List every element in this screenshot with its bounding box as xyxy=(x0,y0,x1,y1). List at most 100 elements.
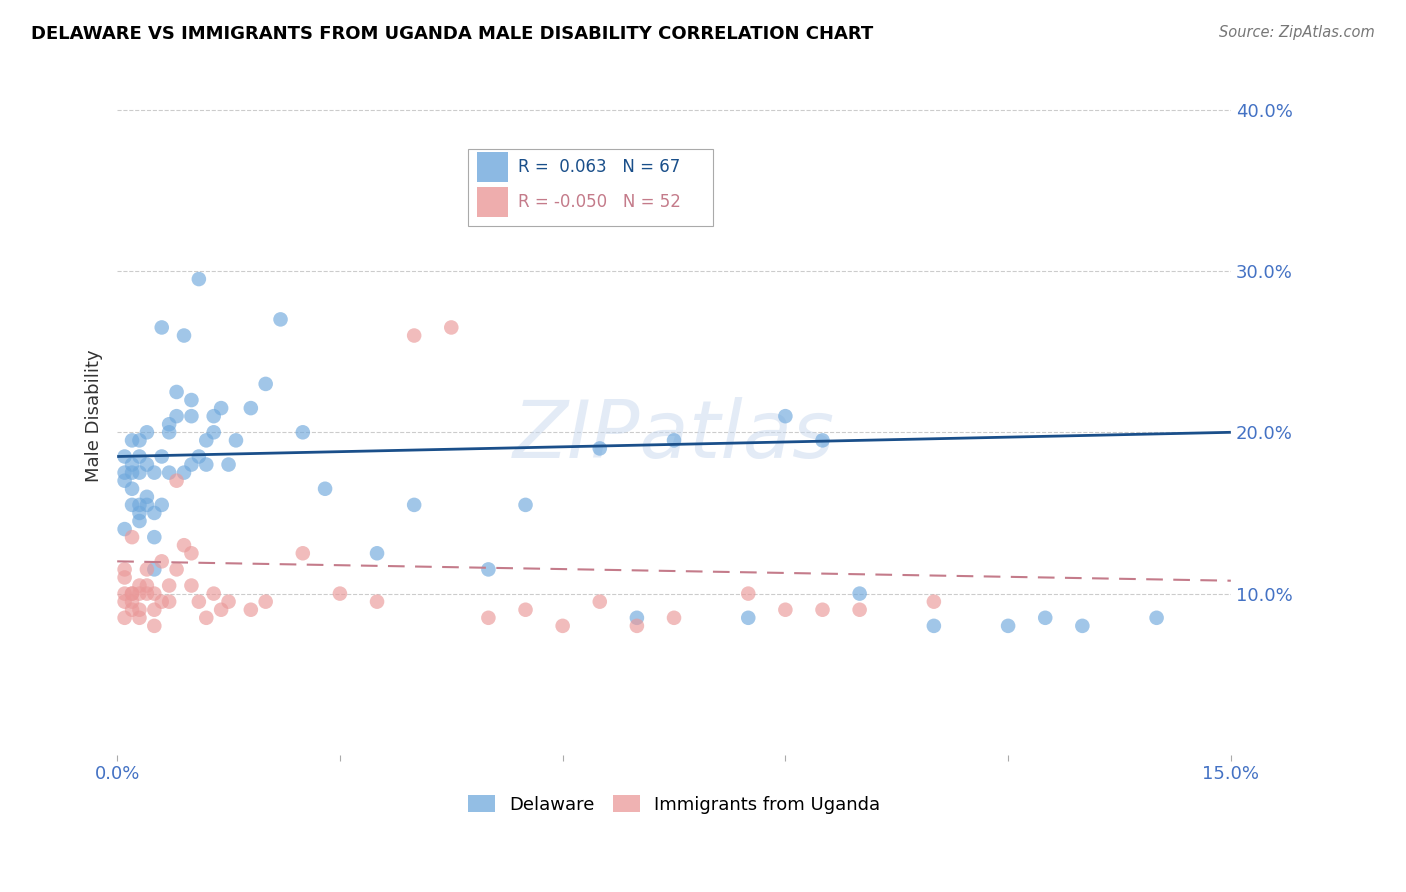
Point xyxy=(515,498,537,512)
Point xyxy=(121,603,143,617)
Point xyxy=(143,603,166,617)
Point xyxy=(150,498,173,512)
Point xyxy=(922,619,945,633)
Point xyxy=(157,466,180,480)
Point xyxy=(662,434,685,448)
Point xyxy=(218,458,240,472)
Point xyxy=(202,425,225,440)
Point xyxy=(166,474,188,488)
Point xyxy=(254,595,277,609)
Point xyxy=(180,409,202,424)
Point xyxy=(128,611,150,625)
Point xyxy=(314,482,336,496)
Point xyxy=(121,595,143,609)
Point xyxy=(329,586,352,600)
Point xyxy=(128,450,150,464)
Point xyxy=(135,562,157,576)
Y-axis label: Male Disability: Male Disability xyxy=(86,350,103,483)
Point xyxy=(202,409,225,424)
Point xyxy=(440,320,463,334)
Point xyxy=(114,586,136,600)
Point xyxy=(143,530,166,544)
Point xyxy=(775,409,797,424)
Point xyxy=(173,328,195,343)
Point xyxy=(121,466,143,480)
Point xyxy=(143,466,166,480)
Text: R = -0.050   N = 52: R = -0.050 N = 52 xyxy=(517,193,681,211)
Point xyxy=(848,586,870,600)
Point xyxy=(626,611,648,625)
Point xyxy=(209,603,232,617)
Point xyxy=(551,619,574,633)
Point xyxy=(114,466,136,480)
Point xyxy=(114,474,136,488)
Point xyxy=(128,603,150,617)
Point xyxy=(173,538,195,552)
Point xyxy=(128,514,150,528)
Point xyxy=(157,595,180,609)
Point xyxy=(143,619,166,633)
Point xyxy=(187,272,209,286)
Point xyxy=(180,392,202,407)
Point xyxy=(121,482,143,496)
Point xyxy=(187,595,209,609)
Point xyxy=(270,312,292,326)
Point xyxy=(195,458,218,472)
Point xyxy=(180,578,202,592)
Point xyxy=(366,546,388,560)
Point xyxy=(997,619,1019,633)
Point xyxy=(114,562,136,576)
Point xyxy=(166,562,188,576)
Text: DELAWARE VS IMMIGRANTS FROM UGANDA MALE DISABILITY CORRELATION CHART: DELAWARE VS IMMIGRANTS FROM UGANDA MALE … xyxy=(31,25,873,43)
Bar xyxy=(477,152,508,182)
Point xyxy=(157,578,180,592)
Point xyxy=(180,458,202,472)
Point xyxy=(173,466,195,480)
Point xyxy=(202,586,225,600)
Point xyxy=(128,506,150,520)
Point xyxy=(143,586,166,600)
Point xyxy=(195,611,218,625)
Point xyxy=(135,425,157,440)
Point xyxy=(239,603,262,617)
Point xyxy=(121,530,143,544)
Point xyxy=(166,384,188,399)
Point xyxy=(811,434,834,448)
Point xyxy=(589,442,612,456)
Point xyxy=(143,562,166,576)
Point xyxy=(477,611,499,625)
Point xyxy=(737,586,759,600)
Point xyxy=(180,546,202,560)
Point xyxy=(626,619,648,633)
Point xyxy=(150,450,173,464)
Point xyxy=(166,409,188,424)
Legend: Delaware, Immigrants from Uganda: Delaware, Immigrants from Uganda xyxy=(468,796,880,814)
Point xyxy=(128,578,150,592)
Point xyxy=(157,425,180,440)
Point xyxy=(114,595,136,609)
Point xyxy=(114,611,136,625)
Point xyxy=(128,586,150,600)
Point xyxy=(1146,611,1168,625)
Point xyxy=(218,595,240,609)
Point xyxy=(291,546,314,560)
Point xyxy=(150,595,173,609)
Point xyxy=(135,490,157,504)
Text: ZIPatlas: ZIPatlas xyxy=(513,398,835,475)
Point xyxy=(135,498,157,512)
Point xyxy=(225,434,247,448)
Point xyxy=(239,401,262,416)
Point xyxy=(150,320,173,334)
Point xyxy=(404,498,426,512)
Point xyxy=(195,434,218,448)
Point xyxy=(209,401,232,416)
Point xyxy=(121,586,143,600)
Point xyxy=(143,506,166,520)
Point xyxy=(135,458,157,472)
Point xyxy=(135,578,157,592)
Bar xyxy=(477,186,508,217)
Point xyxy=(128,498,150,512)
Point xyxy=(254,376,277,391)
Point xyxy=(737,611,759,625)
Point xyxy=(121,458,143,472)
